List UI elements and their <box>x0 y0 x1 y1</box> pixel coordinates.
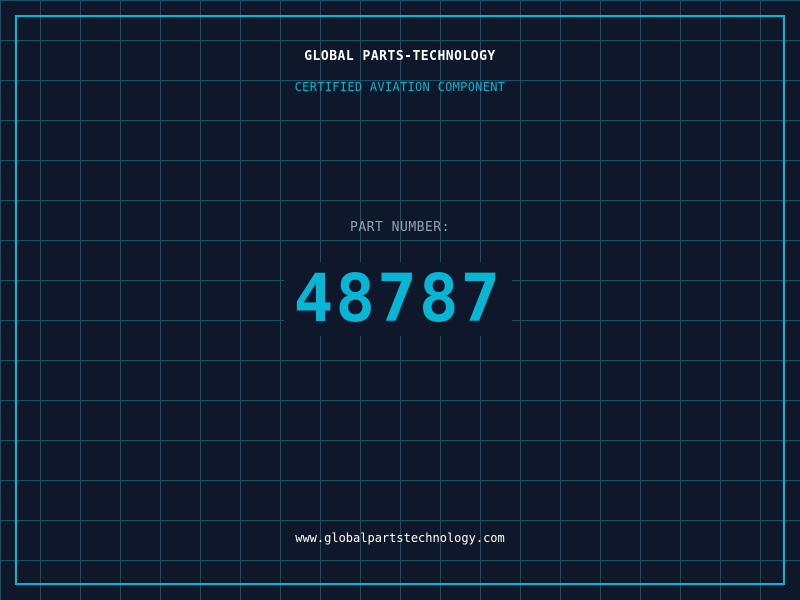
company-name: GLOBAL PARTS-TECHNOLOGY <box>304 49 496 64</box>
border-frame <box>15 15 785 585</box>
subtitle: CERTIFIED AVIATION COMPONENT <box>294 80 506 94</box>
website-url: www.globalpartstechnology.com <box>295 531 505 545</box>
part-number: 48787 <box>293 260 503 337</box>
part-number-box: 48787 <box>284 262 512 336</box>
part-number-label: PART NUMBER: <box>350 220 450 235</box>
